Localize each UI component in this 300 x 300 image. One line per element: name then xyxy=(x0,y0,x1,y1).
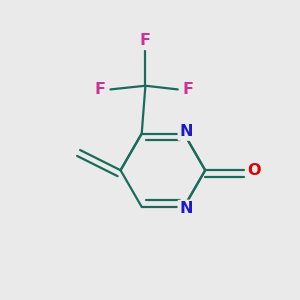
Text: N: N xyxy=(179,201,193,216)
Text: N: N xyxy=(179,124,193,139)
Text: F: F xyxy=(94,82,106,97)
Text: F: F xyxy=(140,33,151,48)
Text: O: O xyxy=(248,163,261,178)
Text: F: F xyxy=(183,82,194,97)
